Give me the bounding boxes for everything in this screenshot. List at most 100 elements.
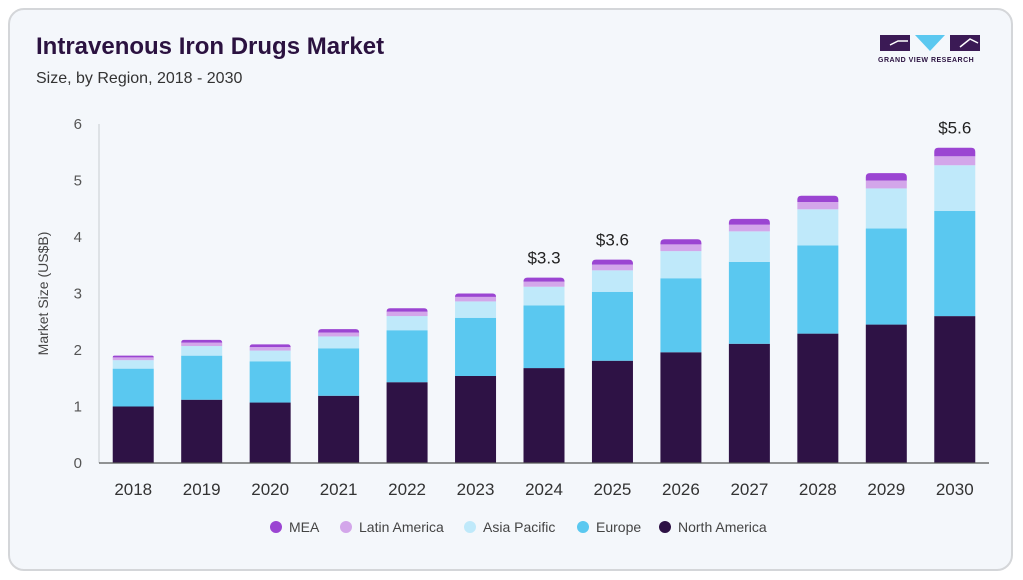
x-tick-label: 2027	[730, 480, 768, 499]
chart-subtitle: Size, by Region, 2018 - 2030	[36, 70, 243, 87]
bar-segment-asia-pacific	[455, 301, 497, 318]
bar-segment-north-america	[523, 368, 565, 463]
y-tick-label: 1	[74, 399, 82, 416]
legend-label: MEA	[289, 519, 320, 535]
x-tick-label: 2026	[662, 480, 700, 499]
bar-segment-north-america	[181, 399, 223, 463]
bar-segment-mea	[249, 344, 291, 348]
bar-segment-latin-america	[249, 347, 291, 351]
bar-segment-mea	[455, 293, 497, 297]
bar-segment-latin-america	[523, 281, 565, 287]
bar-segment-north-america	[455, 375, 497, 463]
bar-segment-europe	[591, 291, 633, 361]
bar-segment-mea	[797, 195, 839, 202]
bar-segment-europe	[112, 368, 154, 407]
bar-segment-europe	[660, 278, 702, 353]
logo-text: GRAND VIEW RESEARCH	[878, 57, 975, 64]
bar-segment-europe	[865, 228, 907, 325]
bar-segment-europe	[386, 330, 428, 383]
y-tick-label: 5	[74, 173, 82, 190]
bar-segment-mea	[934, 147, 976, 157]
bar-segment-asia-pacific	[318, 336, 360, 349]
legend-label: Latin America	[359, 519, 444, 535]
bar-segment-north-america	[386, 382, 428, 463]
bar-segment-asia-pacific	[728, 231, 770, 262]
y-tick-label: 3	[74, 286, 82, 303]
x-tick-label: 2023	[457, 480, 495, 499]
bar-segment-north-america	[934, 316, 976, 463]
bar-segment-asia-pacific	[112, 360, 154, 369]
bar-segment-mea	[386, 308, 428, 312]
bar-segment-europe	[181, 355, 223, 400]
bar-segment-north-america	[865, 324, 907, 463]
bar-segment-north-america	[591, 360, 633, 463]
bar-segment-north-america	[318, 395, 360, 463]
bar-segment-latin-america	[181, 342, 223, 347]
bar-segment-north-america	[112, 406, 154, 463]
bar-segment-mea	[591, 259, 633, 265]
bar-segment-europe	[455, 317, 497, 376]
bar-segment-asia-pacific	[797, 209, 839, 246]
bar-segment-asia-pacific	[523, 286, 565, 306]
legend-swatch	[659, 521, 671, 533]
bar-segment-mea	[660, 239, 702, 245]
logo-triangle	[915, 35, 945, 51]
bar-segment-asia-pacific	[660, 251, 702, 279]
bar-segment-latin-america	[112, 357, 154, 361]
x-tick-label: 2025	[594, 480, 632, 499]
grand-view-research-logo	[880, 35, 980, 51]
chart-title: Intravenous Iron Drugs Market	[36, 33, 385, 60]
y-tick-label: 0	[74, 455, 82, 472]
legend-swatch	[577, 521, 589, 533]
y-axis-label: Market Size (US$B)	[35, 232, 51, 356]
bar-segment-asia-pacific	[591, 270, 633, 292]
bar-segment-europe	[523, 305, 565, 369]
bar-segment-mea	[112, 355, 154, 358]
x-tick-label: 2028	[799, 480, 837, 499]
bar-segment-mea	[523, 277, 565, 282]
bar-segment-latin-america	[728, 224, 770, 232]
bar-segment-north-america	[660, 352, 702, 463]
legend-label: Europe	[596, 519, 641, 535]
bar-segment-asia-pacific	[181, 346, 223, 356]
bar-segment-latin-america	[386, 311, 428, 317]
legend-swatch	[270, 521, 282, 533]
bar-segment-latin-america	[660, 244, 702, 252]
bar-segment-europe	[318, 348, 360, 396]
bar-segment-mea	[728, 218, 770, 225]
bar-segment-latin-america	[591, 264, 633, 271]
data-label: $3.3	[527, 249, 560, 268]
y-tick-label: 2	[74, 342, 82, 359]
bar-segment-asia-pacific	[249, 350, 291, 362]
x-tick-label: 2020	[251, 480, 289, 499]
x-tick-label: 2021	[320, 480, 358, 499]
x-tick-label: 2030	[936, 480, 974, 499]
bar-segment-asia-pacific	[934, 165, 976, 212]
data-label: $5.6	[938, 119, 971, 138]
bar-segment-asia-pacific	[386, 316, 428, 331]
bar-segment-mea	[865, 173, 907, 181]
legend-swatch	[340, 521, 352, 533]
bar-segment-latin-america	[865, 180, 907, 189]
bar-segment-latin-america	[455, 296, 497, 302]
bar-segment-asia-pacific	[865, 188, 907, 229]
chart-card	[8, 8, 1013, 571]
legend-label: Asia Pacific	[483, 519, 555, 535]
x-tick-label: 2018	[114, 480, 152, 499]
bar-segment-north-america	[797, 333, 839, 463]
bar-segment-latin-america	[318, 332, 360, 337]
y-tick-label: 6	[74, 116, 82, 133]
legend-swatch	[464, 521, 476, 533]
bar-segment-europe	[728, 261, 770, 344]
bar-segment-north-america	[728, 343, 770, 463]
y-tick-label: 4	[74, 229, 82, 246]
x-tick-label: 2024	[525, 480, 563, 499]
bar-segment-north-america	[249, 402, 291, 463]
bar-segment-europe	[934, 211, 976, 317]
x-tick-label: 2019	[183, 480, 221, 499]
data-label: $3.6	[596, 231, 629, 250]
bar-segment-latin-america	[934, 156, 976, 166]
bar-segment-europe	[249, 361, 291, 403]
bar-segment-mea	[318, 329, 360, 333]
